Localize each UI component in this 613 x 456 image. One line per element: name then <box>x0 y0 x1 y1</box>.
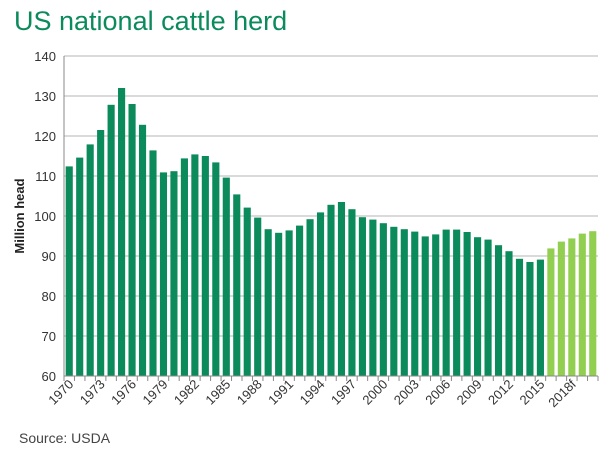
bar-1977 <box>138 124 147 376</box>
x-tick-labels: 1970 1973 1976 1979 1982 1985 1988 1991 1994 1997… <box>45 376 579 410</box>
y-tick-label: 120 <box>34 129 56 144</box>
bar-1994 <box>316 212 325 376</box>
bar-1987 <box>243 207 251 376</box>
bar-2017 <box>557 241 565 376</box>
y-tick-label: 130 <box>34 89 56 104</box>
bar-2006 <box>442 229 450 376</box>
y-tick-label: 110 <box>35 169 56 184</box>
bar-1984 <box>212 162 220 376</box>
bar-2000 <box>379 223 387 376</box>
bar-1985 <box>222 177 230 376</box>
y-tick-label: 100 <box>34 209 56 224</box>
x-tick-label: 1988 <box>234 377 265 408</box>
x-tick-label: 2018f <box>545 376 579 410</box>
source-note: Source: USDA <box>19 430 111 446</box>
y-tick-label: 80 <box>42 289 56 304</box>
x-tick-label: 2000 <box>359 377 390 408</box>
bar-1998 <box>358 217 366 376</box>
x-tick-label: 1994 <box>297 377 328 408</box>
y-tick-labels: 60 70 80 90 100 110 120 130 140 <box>34 49 56 384</box>
bar-1981 <box>180 158 188 376</box>
x-tick-label: 1985 <box>202 377 233 408</box>
y-tick-label: 140 <box>34 49 56 64</box>
bar-2004 <box>421 236 429 376</box>
bar-1989 <box>264 229 272 376</box>
chart-title: US national cattle herd <box>14 6 288 36</box>
bar-1976 <box>128 104 136 376</box>
axes <box>63 56 599 381</box>
bar-2011 <box>494 245 503 376</box>
x-tick-label: 2012 <box>485 377 516 408</box>
bar-2013 <box>515 258 524 376</box>
bar-1974 <box>107 104 115 377</box>
bar-2007 <box>453 229 461 376</box>
bar-1973 <box>97 130 105 376</box>
bar-1982 <box>191 154 199 376</box>
bar-1995 <box>327 204 335 376</box>
bar-1988 <box>254 217 262 376</box>
bar-1999 <box>369 219 377 376</box>
bar-2015 <box>536 259 544 376</box>
bars <box>65 88 597 377</box>
bar-2002 <box>400 229 408 376</box>
bar-1975 <box>118 88 126 376</box>
bar-2009 <box>474 237 482 376</box>
x-tick-label: 1982 <box>171 377 202 408</box>
bar-2010 <box>484 239 492 376</box>
bar-1983 <box>201 156 209 376</box>
bar-2001 <box>390 226 398 376</box>
y-tick-label: 90 <box>42 249 56 264</box>
x-tick-label: 1973 <box>77 377 108 408</box>
bar-2020f <box>589 231 597 376</box>
bar-1991 <box>285 230 293 376</box>
bar-2008 <box>463 232 471 376</box>
x-tick-label: 1979 <box>140 377 171 408</box>
bar-2014 <box>526 262 534 376</box>
x-tick-label: 2006 <box>422 377 453 408</box>
bar-2012 <box>505 251 513 376</box>
x-tick-label: 2003 <box>391 377 422 408</box>
x-tick-label: 1997 <box>328 377 359 408</box>
bar-1986 <box>233 194 241 376</box>
bar-1993 <box>306 219 314 376</box>
bar-2005 <box>432 234 440 376</box>
bar-2016 <box>547 248 555 376</box>
y-tick-label: 70 <box>42 329 56 344</box>
y-tick-label: 60 <box>42 369 56 384</box>
x-tick-label: 1991 <box>265 377 296 408</box>
bar-1970 <box>65 166 73 376</box>
y-axis-label: Million head <box>12 178 27 253</box>
bar-1979 <box>159 172 168 376</box>
bar-1996 <box>337 202 346 376</box>
bar-1997 <box>348 209 356 376</box>
bar-2003 <box>411 231 419 376</box>
x-tick-label: 1976 <box>108 377 139 408</box>
bar-1990 <box>275 232 283 376</box>
bar-1972 <box>86 144 94 376</box>
bar-1980 <box>170 171 178 376</box>
bar-2018f <box>568 238 576 376</box>
bar-1971 <box>76 157 84 376</box>
x-tick-label: 2009 <box>454 377 485 408</box>
bar-2019f <box>578 233 586 376</box>
x-tick-label: 2015 <box>516 377 547 408</box>
bar-1992 <box>296 225 304 376</box>
bar-1978 <box>149 150 157 376</box>
